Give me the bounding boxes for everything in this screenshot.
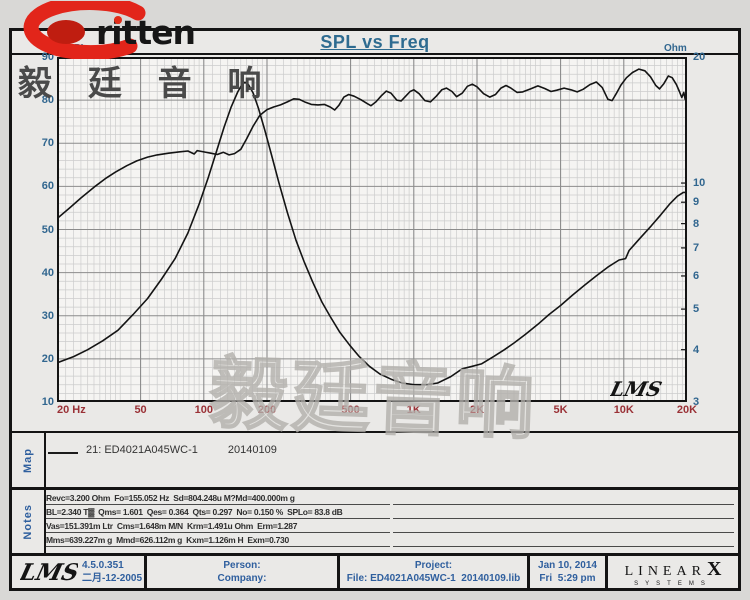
- footer-person-cell: Person: Company:: [147, 556, 340, 588]
- lms-signature-text: LMS: [610, 377, 664, 401]
- note-line-text: Revc=3.200 Ohm Fo=155.052 Hz Sd=804.248u…: [46, 493, 295, 503]
- notes-panel-label: Notes: [22, 503, 34, 540]
- divider-footer-top: [12, 553, 738, 556]
- legend-entry: 21: ED4021A045WC-1 20140109: [86, 444, 277, 456]
- map-panel-label: Map: [22, 447, 34, 473]
- footer-bar: LMS 4.5.0.351 二月-12-2005 Person: Company…: [12, 556, 738, 588]
- logo-wordmark: ritten: [96, 13, 196, 52]
- legend-entry-label: 21: ED4021A045WC-1: [86, 444, 198, 456]
- footer-datetime-cell: Jan 10, 2014 Fri 5:29 pm: [530, 556, 608, 588]
- y-right-tick-label: 20: [693, 51, 706, 63]
- x-tick-label: 5K: [553, 404, 568, 416]
- y-left-tick-label: 50: [41, 223, 54, 236]
- company-label: Company:: [217, 573, 267, 584]
- divider-notes-top: [12, 487, 738, 490]
- lms-signature-icon: LMS: [610, 377, 664, 401]
- x-tick-label: 20K: [676, 404, 698, 416]
- eritten-swoosh-icon: [23, 0, 146, 61]
- y-left-tick-label: 80: [41, 94, 54, 107]
- version-block: 4.5.0.351 二月-12-2005: [82, 559, 142, 585]
- y-left-tick-label: 10: [41, 396, 54, 408]
- x-tick-label: 200: [257, 404, 277, 416]
- linearx-letters: LINEAR: [624, 563, 706, 579]
- x-tick-label: 1K: [406, 404, 421, 416]
- note-line-text: Mms=639.227m g Mmd=626.112m g Kxm=1.126m…: [46, 535, 289, 545]
- note-blank-field: [393, 520, 734, 533]
- legend-entry-date: 20140109: [227, 444, 277, 456]
- y-right-tick-label: 8: [693, 217, 700, 230]
- x-tick-label: 500: [341, 404, 360, 416]
- y-left-tick-label: 30: [41, 309, 54, 322]
- y-right-axis-unit: Ohm: [664, 43, 687, 54]
- note-blank-field: [393, 506, 734, 519]
- y-right-tick-label: 5: [693, 303, 700, 316]
- lms-logo-text: LMS: [20, 558, 78, 586]
- note-line-text: BL=2.340 T▓ Qms= 1.601 Qes= 0.364 Qts= 0…: [46, 507, 343, 517]
- report-board: SPL vs Freq dBSPL Ohm LMS Map 21: ED4021…: [9, 28, 741, 591]
- app-version-date: 二月-12-2005: [82, 573, 143, 584]
- y-right-tick-label: 4: [693, 343, 700, 356]
- linearx-wordmark: LINEAR X: [625, 558, 722, 581]
- spl-vs-freq-plot: [57, 57, 687, 402]
- note-blank-field: [393, 534, 734, 547]
- divider-title: [12, 53, 738, 55]
- app-version: 4.5.0.351: [82, 560, 124, 571]
- linearx-x: X: [706, 557, 722, 580]
- linearx-systems: SYSTEMS: [634, 580, 712, 587]
- report-time: Fri 5:29 pm: [539, 573, 596, 584]
- note-line-text: Vas=151.391m Ltr Cms=1.648m M/N Krm=1.49…: [46, 521, 298, 531]
- curve-impedance: [57, 81, 687, 386]
- footer-lms-cell: LMS 4.5.0.351 二月-12-2005: [12, 556, 147, 588]
- divider-map-top: [12, 431, 738, 433]
- swoosh-blob: [47, 20, 85, 44]
- y-right-tick-label: 6: [693, 269, 700, 282]
- curve-spl: [57, 68, 687, 220]
- y-right-tick-label: 3: [693, 396, 700, 408]
- legend-line-sample: [48, 452, 78, 454]
- y-left-tick-label: 60: [41, 180, 54, 193]
- x-tick-label: 100: [194, 404, 213, 416]
- report-date: Jan 10, 2014: [538, 560, 597, 571]
- file-label: File: ED4021A045WC-1 20140109.lib: [346, 573, 521, 584]
- page-title: SPL vs Freq: [320, 32, 430, 52]
- person-label: Person:: [223, 560, 261, 571]
- x-tick-label: 10K: [613, 404, 634, 416]
- title-band: SPL vs Freq: [12, 31, 738, 53]
- notes-panel-label-strip: Notes: [12, 490, 46, 553]
- project-label: Project:: [414, 560, 453, 571]
- logo-i-dot-icon: [114, 16, 122, 24]
- y-left-tick-label: 40: [41, 266, 54, 279]
- x-tick-label: 50: [134, 404, 147, 416]
- linearx-logo: LINEAR X SYSTEMS: [608, 556, 738, 588]
- note-line: Revc=3.200 Ohm Fo=155.052 Hz Sd=804.248u…: [46, 492, 390, 505]
- y-right-tick-label: 10: [693, 177, 706, 190]
- eritten-logo: ritten: [12, 0, 262, 61]
- y-left-tick-label: 70: [41, 137, 54, 150]
- footer-project-cell: Project: File: ED4021A045WC-1 20140109.l…: [340, 556, 530, 588]
- x-tick-label: 20 Hz: [57, 404, 86, 416]
- y-left-tick-label: 20: [41, 352, 54, 365]
- y-right-tick-label: 9: [693, 196, 700, 209]
- map-panel-label-strip: Map: [12, 433, 46, 487]
- note-line: Mms=639.227m g Mmd=626.112m g Kxm=1.126m…: [46, 534, 390, 547]
- brand-chinese-text: 毅 廷 音 响: [18, 64, 274, 104]
- y-right-tick-label: 7: [693, 241, 700, 254]
- note-line: BL=2.340 T▓ Qms= 1.601 Qes= 0.364 Qts= 0…: [46, 506, 390, 519]
- note-line: Vas=151.391m Ltr Cms=1.648m M/N Krm=1.49…: [46, 520, 390, 533]
- x-tick-label: 2K: [469, 404, 485, 416]
- lms-logo-icon: LMS: [20, 558, 78, 586]
- note-blank-field: [393, 492, 734, 505]
